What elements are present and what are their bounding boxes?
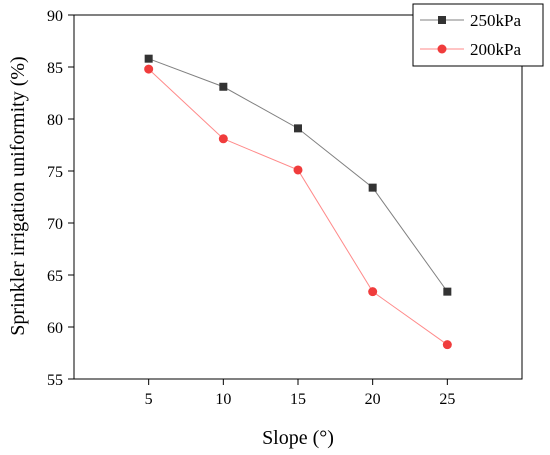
data-point-circle — [368, 287, 378, 297]
x-tick-label: 10 — [215, 391, 231, 408]
legend-label: 200kPa — [470, 40, 521, 59]
y-tick-label: 70 — [47, 216, 63, 233]
data-point-square — [219, 82, 228, 91]
series-line — [148, 58, 448, 292]
data-point-circle — [144, 64, 154, 74]
data-point-square — [443, 287, 452, 296]
y-tick-label: 75 — [47, 164, 63, 181]
data-point-circle — [442, 340, 452, 350]
y-axis-title: Sprinkler irrigation uniformity (%) — [7, 56, 29, 335]
data-point-square — [144, 54, 153, 63]
plot-frame — [73, 14, 523, 380]
y-tick-label: 55 — [47, 372, 63, 389]
y-tick-label: 80 — [47, 112, 63, 129]
legend-label: 250kPa — [470, 11, 521, 30]
legend: 250kPa 200kPa — [412, 3, 544, 67]
series-250kPa — [144, 54, 452, 296]
data-point-circle — [218, 134, 228, 144]
y-tick-label: 90 — [47, 8, 63, 25]
series-200kPa — [144, 64, 452, 350]
x-tick-label: 15 — [290, 391, 306, 408]
legend-box — [412, 3, 544, 67]
x-tick-label: 5 — [145, 391, 153, 408]
legend-marker-circle — [437, 44, 447, 54]
data-point-circle — [293, 165, 303, 175]
data-point-square — [294, 124, 302, 133]
x-tick-label: 20 — [365, 391, 381, 408]
y-tick-label: 65 — [47, 268, 63, 285]
x-axis-title: Slope (°) — [262, 427, 334, 449]
legend-marker-square — [438, 16, 446, 24]
data-point-square — [368, 183, 377, 192]
series-line — [148, 68, 448, 346]
x-tick-label: 25 — [439, 391, 455, 408]
y-tick-label: 85 — [47, 60, 63, 77]
series-layer — [144, 54, 452, 350]
y-tick-label: 60 — [47, 320, 63, 337]
axes: 5 10 15 20 25 55 60 65 70 75 80 85 90 — [47, 8, 523, 408]
